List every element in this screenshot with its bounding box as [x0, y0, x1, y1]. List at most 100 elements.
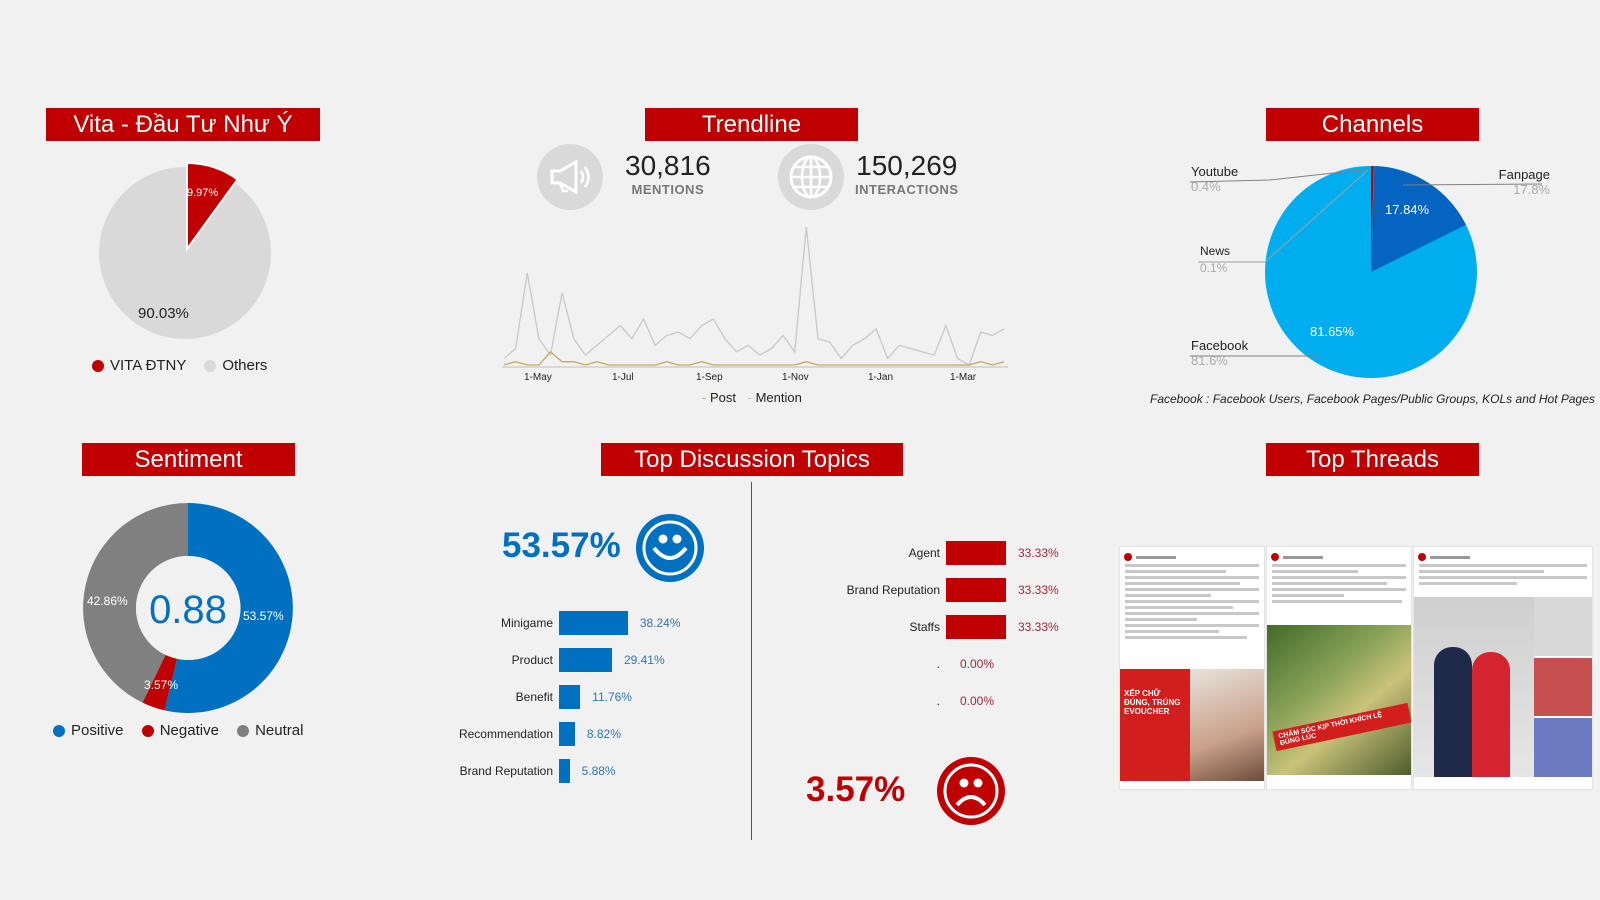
legend-dot-positive	[53, 725, 65, 738]
legend-dot-negative	[141, 725, 154, 738]
topic-bar-row: Staffs 33.33%	[825, 615, 1059, 639]
thread-post-1[interactable]: XẾP CHỮ ĐÚNG, TRÚNG EVOUCHER	[1119, 546, 1265, 790]
negative-slice-label: 3.57%	[144, 678, 179, 692]
legend-mention: Mention	[755, 390, 802, 405]
topic-bar-row: Product 29.41%	[450, 648, 665, 672]
mentions-label: MENTIONS	[631, 182, 705, 197]
news-label: News	[1200, 244, 1231, 258]
interactions-count: 150,269	[856, 150, 958, 181]
legend-label-neutral: Neutral	[255, 722, 304, 739]
topic-label: Minigame	[500, 616, 553, 630]
legend-dot-vita	[92, 360, 104, 373]
channel-callout-lines	[1190, 168, 1543, 357]
positive-total: 53.57%	[502, 526, 621, 565]
topic-value: 0.00%	[960, 657, 995, 671]
globe-icon	[778, 144, 844, 210]
topic-value: 33.33%	[1017, 546, 1059, 560]
interactions-label: INTERACTIONS	[855, 182, 959, 197]
mentions-count: 30,816	[625, 150, 711, 181]
topic-bar-row: . 0.00%	[825, 652, 994, 676]
topic-value: 33.33%	[1017, 583, 1059, 597]
brand-share-header: Vita - Đầu Tư Như Ý	[46, 108, 320, 141]
x-tick: 1-May	[524, 372, 552, 383]
negative-total: 3.57%	[806, 770, 906, 809]
topics-divider	[751, 482, 752, 840]
brand-slice-label: 9.97%	[187, 187, 219, 199]
trendline-header: Trendline	[645, 108, 858, 141]
channels-pie	[1262, 163, 1480, 381]
brand-share-pie	[90, 158, 280, 348]
trendline-chart	[500, 215, 1010, 375]
topic-value: 0.00%	[960, 694, 995, 708]
legend-dot-others	[204, 360, 217, 373]
topic-bar-row: Agent 33.33%	[825, 541, 1059, 565]
megaphone-icon	[537, 144, 603, 210]
topic-label: .	[936, 694, 940, 708]
thread-post-2[interactable]: CHĂM SÓC KỊP THỜI KHÍCH LỆ ĐÚNG LÚC	[1266, 546, 1412, 790]
facebook-value: 81.6%	[1191, 353, 1228, 368]
legend-label-positive: Positive	[71, 722, 124, 739]
fanpage-label: Fanpage	[1498, 167, 1550, 182]
youtube-value: 0.4%	[1191, 179, 1221, 194]
topic-value: 29.41%	[623, 653, 665, 667]
trendline-legend: - Post - Mention	[702, 390, 802, 405]
topic-label: Staffs	[909, 620, 940, 634]
news-callout: News 0.1%	[1200, 244, 1230, 275]
x-tick: 1-Sep	[696, 372, 723, 383]
topic-bar-row: Brand Reputation 33.33%	[825, 578, 1059, 602]
x-tick: 1-Mar	[950, 372, 977, 383]
topics-header: Top Discussion Topics	[601, 443, 903, 476]
topic-bar-row: Recommendation 8.82%	[450, 722, 621, 746]
facebook-callout: Facebook 81.6%	[1191, 338, 1248, 368]
sentiment-legend: Positive Negative Neutral	[53, 722, 303, 739]
legend-dot-neutral	[237, 725, 250, 738]
topic-bar	[946, 615, 1006, 639]
facebook-label: Facebook	[1191, 338, 1249, 353]
neutral-slice-label: 42.86%	[87, 594, 128, 608]
topic-bar	[559, 611, 628, 635]
smiley-icon	[636, 514, 704, 582]
topic-bar-row: Brand Reputation 5.88%	[450, 759, 616, 783]
legend-post: Post	[709, 390, 736, 405]
topic-bar-row: . 0.00%	[825, 689, 994, 713]
topic-bar	[559, 648, 612, 672]
threads-header: Top Threads	[1266, 443, 1479, 476]
facebook-slice-label: 81.65%	[1310, 324, 1355, 339]
topic-bar-row: Minigame 38.24%	[450, 611, 681, 635]
legend-label-others: Others	[222, 357, 268, 374]
news-value: 0.1%	[1200, 261, 1228, 275]
channels-header: Channels	[1266, 108, 1479, 141]
topic-label: Agent	[908, 546, 940, 560]
topic-value: 8.82%	[586, 727, 621, 741]
trendline-x-axis: 1-May 1-Jul 1-Sep 1-Nov 1-Jan 1-Mar	[500, 372, 1010, 386]
topic-bar	[559, 685, 581, 709]
topic-label: .	[936, 657, 940, 671]
sad-face-icon	[937, 757, 1005, 825]
topic-label: Product	[511, 653, 553, 667]
legend-label-vita: VITA ĐTNY	[110, 357, 187, 374]
sentiment-header: Sentiment	[82, 443, 295, 476]
channels-footnote: Facebook : Facebook Users, Facebook Page…	[1150, 392, 1595, 406]
brand-share-legend: VITA ĐTNY Others	[92, 357, 267, 374]
topic-value: 5.88%	[581, 764, 616, 778]
topic-label: Benefit	[515, 690, 553, 704]
topic-label: Brand Reputation	[459, 764, 553, 778]
topic-bar	[559, 722, 575, 746]
x-tick: 1-Jan	[868, 372, 894, 383]
fanpage-callout: Fanpage 17.8%	[1490, 167, 1550, 197]
others-slice-label: 90.03%	[138, 305, 189, 322]
thread-1-banner: XẾP CHỮ ĐÚNG, TRÚNG EVOUCHER	[1120, 669, 1190, 781]
topic-label: Brand Reputation	[846, 583, 940, 597]
youtube-label: Youtube	[1191, 164, 1239, 179]
youtube-callout: Youtube 0.4%	[1191, 164, 1238, 194]
topic-label: Recommendation	[458, 727, 553, 741]
topic-bar	[559, 759, 570, 783]
sentiment-score: 0.88	[149, 588, 227, 632]
mentions-stat: 30,816 MENTIONS	[625, 150, 711, 197]
topic-bar	[946, 541, 1006, 565]
topic-bar	[946, 578, 1006, 602]
positive-slice-label: 53.57%	[243, 609, 284, 623]
thread-post-3[interactable]	[1413, 546, 1593, 790]
fanpage-slice-label: 17.84%	[1385, 202, 1430, 217]
fanpage-value: 17.8%	[1513, 182, 1550, 197]
